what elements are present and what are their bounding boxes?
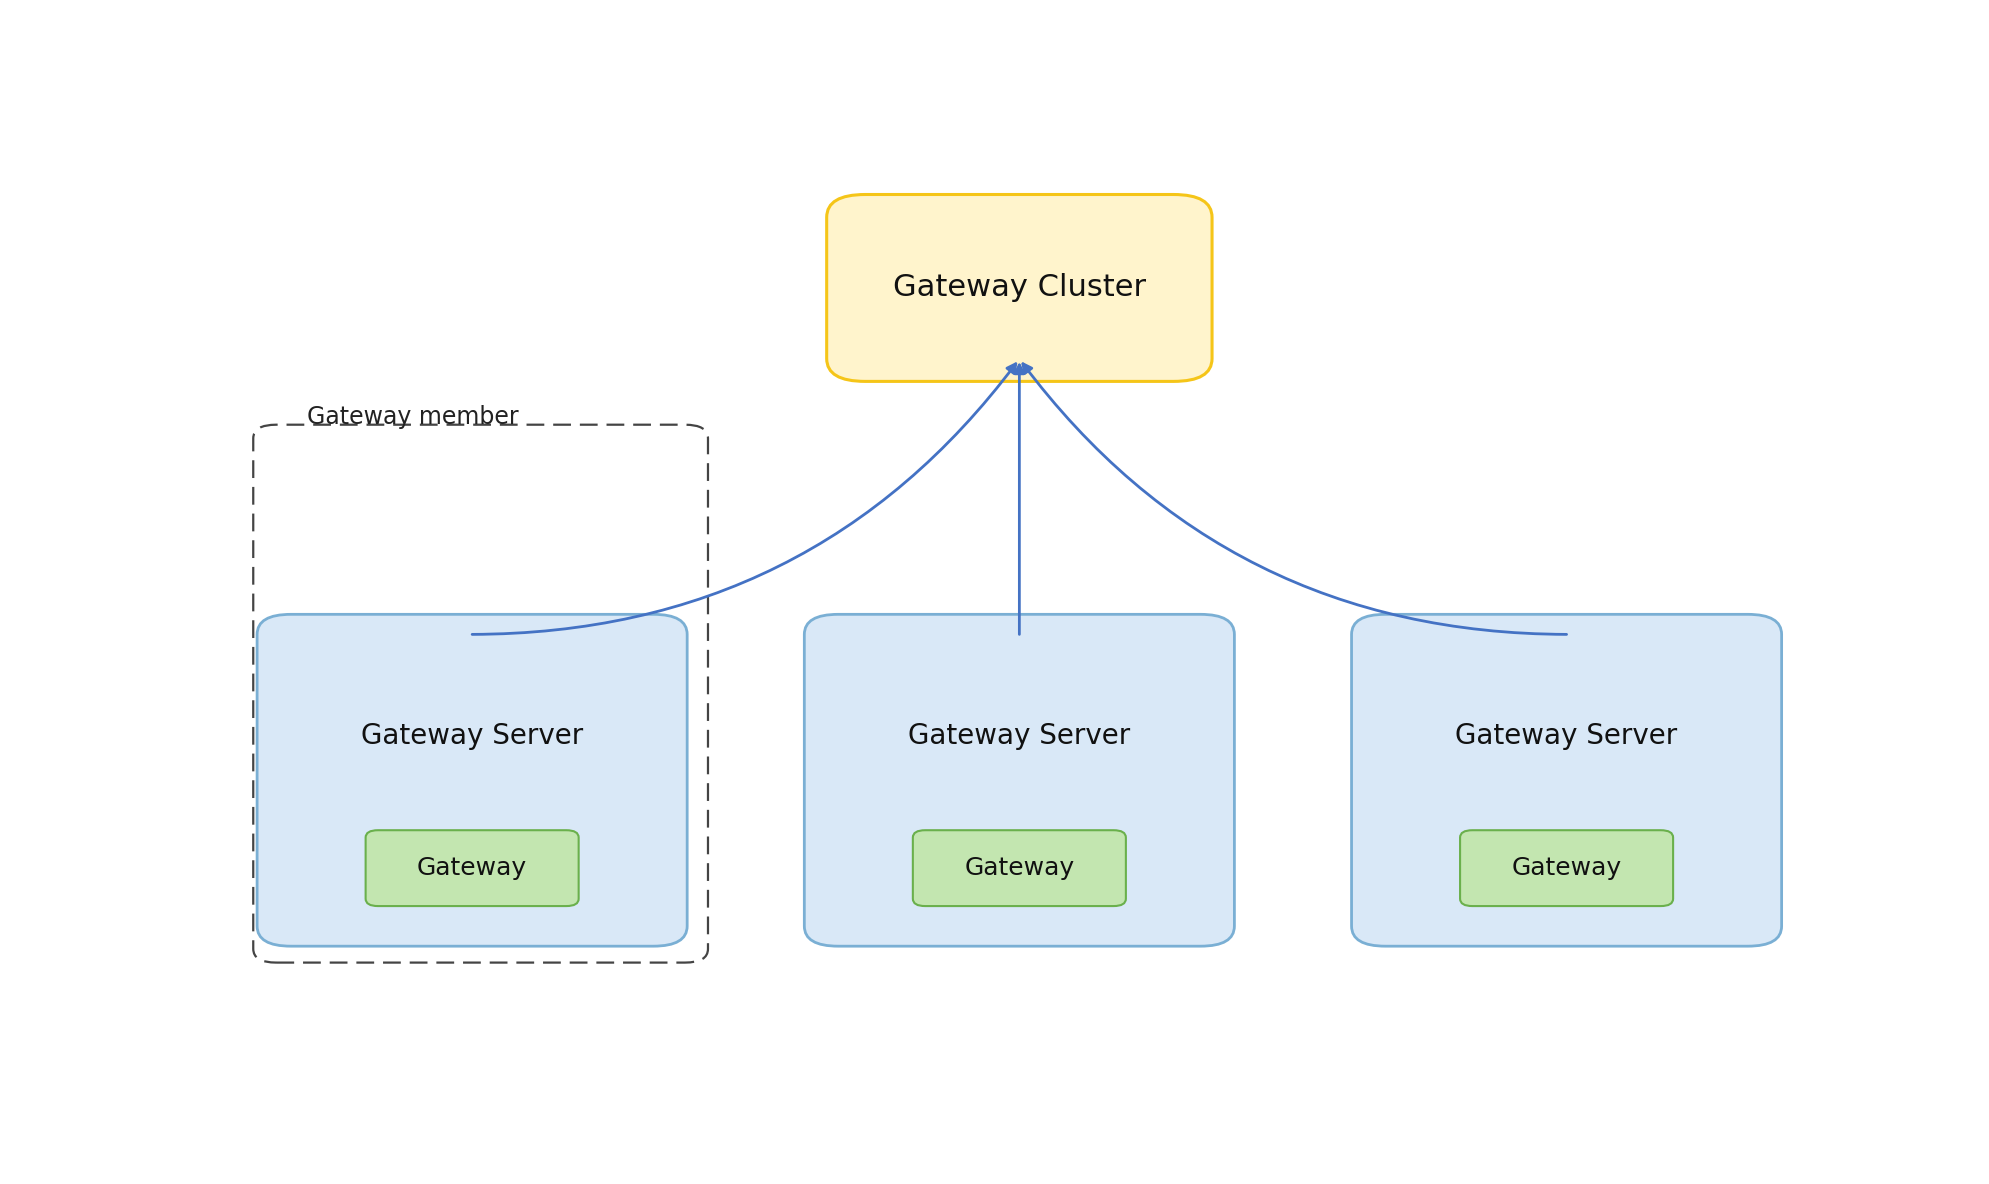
Text: Gateway: Gateway xyxy=(418,856,527,880)
Text: Gateway: Gateway xyxy=(1512,856,1621,880)
FancyBboxPatch shape xyxy=(1353,614,1782,946)
Text: Gateway member: Gateway member xyxy=(306,405,519,430)
FancyBboxPatch shape xyxy=(366,830,579,906)
Text: Gateway: Gateway xyxy=(965,856,1074,880)
FancyBboxPatch shape xyxy=(257,614,686,946)
FancyBboxPatch shape xyxy=(804,614,1235,946)
FancyBboxPatch shape xyxy=(913,830,1126,906)
Text: Gateway Cluster: Gateway Cluster xyxy=(893,274,1146,302)
Text: Gateway Server: Gateway Server xyxy=(1456,722,1677,751)
FancyArrowPatch shape xyxy=(1022,363,1567,635)
FancyArrowPatch shape xyxy=(471,363,1016,635)
FancyArrowPatch shape xyxy=(1014,365,1024,635)
FancyBboxPatch shape xyxy=(1460,830,1673,906)
FancyBboxPatch shape xyxy=(827,194,1211,381)
Text: Gateway Server: Gateway Server xyxy=(362,722,583,751)
Text: Gateway Server: Gateway Server xyxy=(909,722,1130,751)
